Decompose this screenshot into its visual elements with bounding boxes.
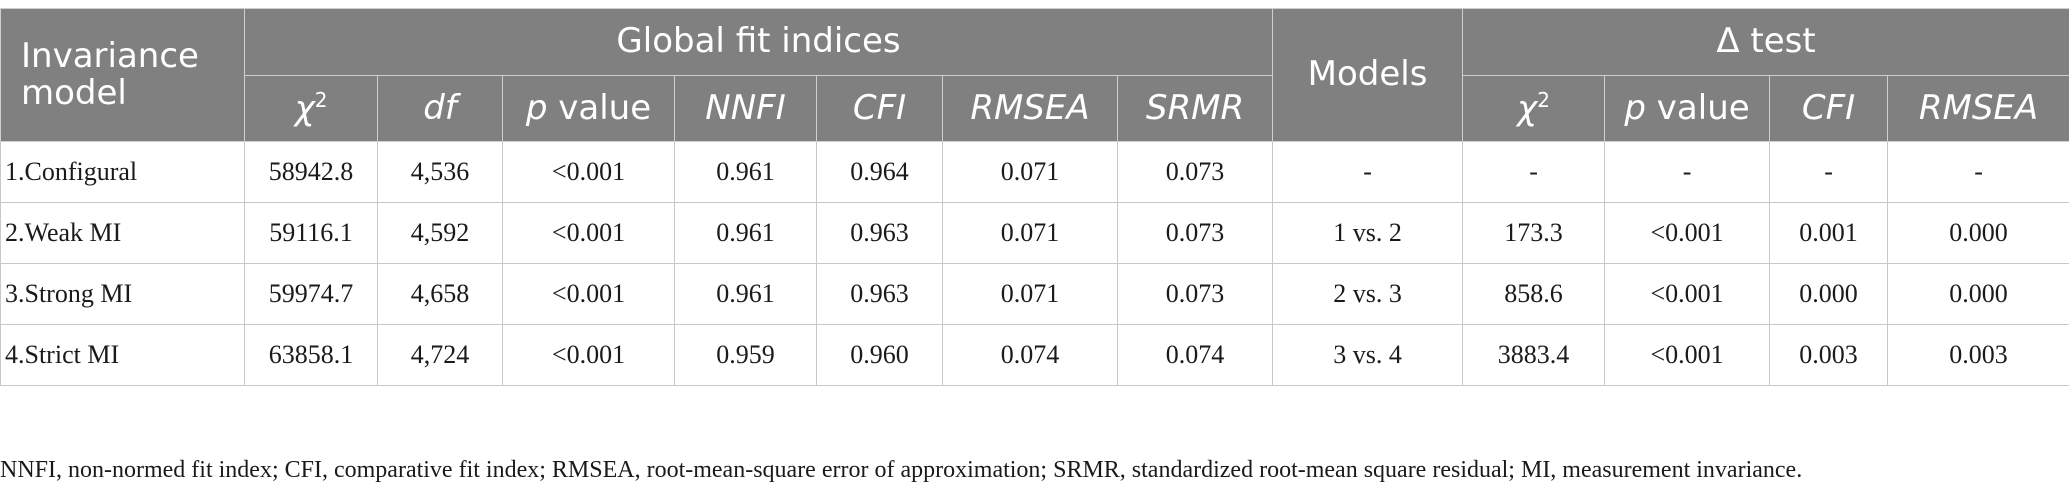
global-col-p: p value <box>502 75 675 142</box>
cell-d-p: <0.001 <box>1604 324 1771 386</box>
cell-cfi: 0.963 <box>816 202 943 264</box>
cell-rmsea: 0.071 <box>942 263 1118 325</box>
table-row: 4.Strict MI 63858.1 4,724 <0.001 0.959 0.960 0… <box>0 324 2069 386</box>
cell-d-rmsea: - <box>1887 141 2069 203</box>
table-row: 1.Configural 58942.8 4,536 <0.001 0.961 0.964… <box>0 141 2069 203</box>
table-row: 2.Weak MI 59116.1 4,592 <0.001 0.961 0.963 0.0… <box>0 202 2069 264</box>
cell-models: 2 vs. 3 <box>1272 263 1464 325</box>
cell-d-rmsea: 0.003 <box>1887 324 2069 386</box>
cell-df: 4,536 <box>377 141 503 203</box>
invariance-table: Invariance model Global fit indices Mode… <box>0 8 2069 386</box>
global-col-df-symbol: df <box>423 87 457 128</box>
cell-chi2: 63858.1 <box>244 324 378 386</box>
cell-srmr: 0.073 <box>1116 141 1274 203</box>
cell-models: - <box>1272 141 1464 203</box>
cell-d-chi2: 173.3 <box>1462 202 1606 264</box>
header-row-top: Invariance model Global fit indices Mode… <box>0 8 2069 142</box>
delta-col-p-symbol: p <box>1624 87 1646 128</box>
cell-model: 2.Weak MI <box>0 202 245 264</box>
cell-model: 1.Configural <box>0 141 245 203</box>
cell-d-cfi: 0.001 <box>1769 202 1889 264</box>
cell-d-cfi: - <box>1769 141 1889 203</box>
cell-srmr: 0.073 <box>1116 263 1274 325</box>
cell-chi2: 59116.1 <box>244 202 378 264</box>
cell-cfi: 0.963 <box>816 263 943 325</box>
cell-rmsea: 0.074 <box>942 324 1118 386</box>
cell-d-cfi: 0.000 <box>1769 263 1889 325</box>
global-col-nnfi: NNFI <box>674 75 817 142</box>
global-col-rmsea-symbol: RMSEA <box>970 87 1090 128</box>
cell-rmsea: 0.071 <box>942 202 1118 264</box>
cell-df: 4,724 <box>377 324 503 386</box>
cell-chi2: 58942.8 <box>244 141 378 203</box>
cell-chi2: 59974.7 <box>244 263 378 325</box>
cell-d-rmsea: 0.000 <box>1887 202 2069 264</box>
cell-d-chi2: 3883.4 <box>1462 324 1606 386</box>
delta-col-chi2-sup: 2 <box>1537 88 1550 113</box>
delta-col-p: p value <box>1604 75 1771 142</box>
header-models: Models <box>1272 8 1464 142</box>
global-col-srmr: SRMR <box>1116 75 1274 142</box>
cell-cfi: 0.960 <box>816 324 943 386</box>
header-row-sub: χ2 df p value NNFI CFI RMSEA SRMR χ2 p value CFI R… <box>1 75 2069 142</box>
cell-model: 4.Strict MI <box>0 324 245 386</box>
cell-models: 1 vs. 2 <box>1272 202 1464 264</box>
table-row: 3.Strong MI 59974.7 4,658 <0.001 0.961 0.963 0… <box>0 263 2069 325</box>
cell-d-p: - <box>1604 141 1771 203</box>
header-global-fit: Global fit indices <box>243 8 1274 76</box>
cell-p: <0.001 <box>502 324 675 386</box>
cell-df: 4,658 <box>377 263 503 325</box>
global-col-cfi-symbol: CFI <box>852 87 907 128</box>
global-col-chi2-sup: 2 <box>314 88 328 113</box>
cell-rmsea: 0.071 <box>942 141 1118 203</box>
cell-p: <0.001 <box>502 141 675 203</box>
cell-d-rmsea: 0.000 <box>1887 263 2069 325</box>
cell-model: 3.Strong MI <box>0 263 245 325</box>
delta-col-rmsea-symbol: RMSEA <box>1918 87 2039 128</box>
global-col-p-symbol: p <box>525 87 548 128</box>
delta-col-rmsea: RMSEA <box>1887 75 2069 142</box>
delta-col-chi2-symbol: χ <box>1517 88 1538 129</box>
global-col-p-suffix: value <box>547 87 652 128</box>
cell-d-cfi: 0.003 <box>1769 324 1889 386</box>
cell-d-chi2: 858.6 <box>1462 263 1606 325</box>
delta-col-cfi-symbol: CFI <box>1801 87 1856 128</box>
table-footnote: NNFI, non-normed fit index; CFI, compara… <box>0 457 1803 483</box>
global-col-df: df <box>377 75 503 142</box>
cell-srmr: 0.074 <box>1116 324 1274 386</box>
cell-nnfi: 0.961 <box>674 141 817 203</box>
delta-col-p-suffix: value <box>1645 87 1750 128</box>
cell-df: 4,592 <box>377 202 503 264</box>
global-col-cfi: CFI <box>816 75 943 142</box>
cell-d-p: <0.001 <box>1604 263 1771 325</box>
global-col-chi2-symbol: χ <box>294 88 315 129</box>
global-col-srmr-symbol: SRMR <box>1145 87 1245 128</box>
header-invariance-model: Invariance model <box>0 8 245 142</box>
delta-col-cfi: CFI <box>1769 75 1889 142</box>
cell-cfi: 0.964 <box>816 141 943 203</box>
global-col-nnfi-symbol: NNFI <box>705 87 786 128</box>
cell-nnfi: 0.961 <box>674 263 817 325</box>
cell-p: <0.001 <box>502 263 675 325</box>
cell-nnfi: 0.959 <box>674 324 817 386</box>
cell-d-chi2: - <box>1462 141 1606 203</box>
delta-col-chi2: χ2 <box>1462 75 1606 142</box>
cell-nnfi: 0.961 <box>674 202 817 264</box>
cell-p: <0.001 <box>502 202 675 264</box>
header-delta-test: Δ test <box>1462 8 2069 76</box>
cell-d-p: <0.001 <box>1604 202 1771 264</box>
cell-models: 3 vs. 4 <box>1272 324 1464 386</box>
table-container: Invariance model Global fit indices Mode… <box>0 8 2069 386</box>
global-col-chi2: χ2 <box>244 75 378 142</box>
global-col-rmsea: RMSEA <box>942 75 1118 142</box>
table-body: 1.Configural 58942.8 4,536 <0.001 0.961 0.964… <box>0 141 2069 386</box>
cell-srmr: 0.073 <box>1116 202 1274 264</box>
